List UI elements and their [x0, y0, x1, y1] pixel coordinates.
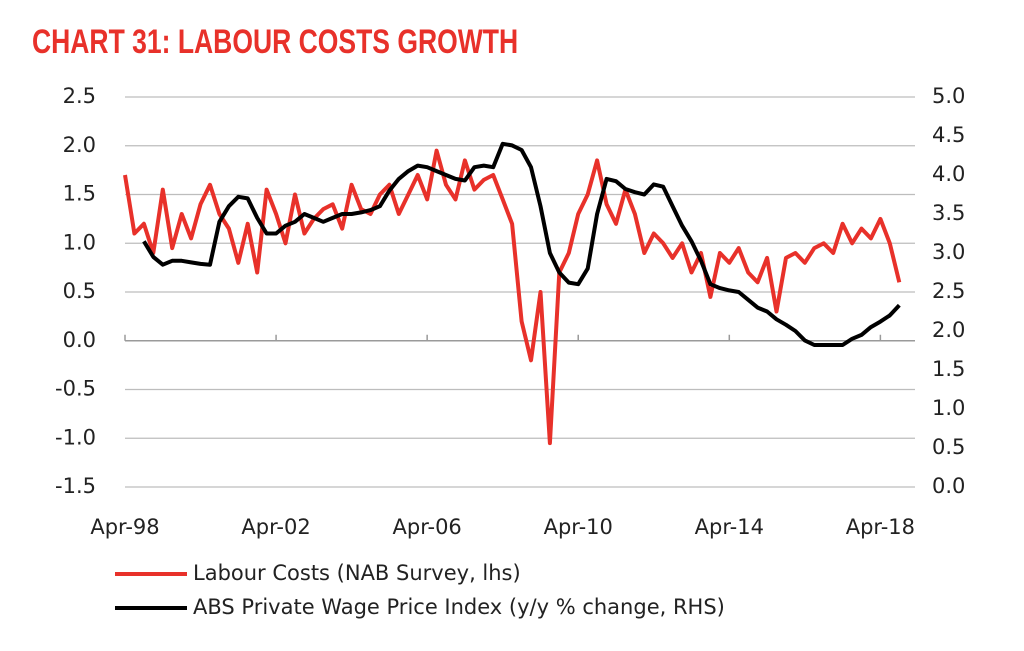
y2-tick-label: 1.5: [932, 357, 965, 381]
legend-label: ABS Private Wage Price Index (y/y % chan…: [193, 595, 725, 619]
y2-tick-label: 1.0: [932, 396, 965, 420]
y-tick-label: -0.5: [55, 377, 96, 401]
y-tick-label: -1.0: [55, 425, 96, 449]
y-tick-label: 0.5: [63, 279, 96, 303]
x-tick-label: Apr-98: [90, 515, 159, 539]
y2-tick-label: 2.5: [932, 279, 965, 303]
x-tick-label: Apr-18: [846, 515, 915, 539]
y2-tick-label: 4.0: [932, 162, 965, 186]
series-line: [123, 148, 902, 446]
y-tick-label: 0.0: [63, 328, 96, 352]
y2-tick-label: 0.5: [932, 435, 965, 459]
y-tick-label: 1.0: [63, 230, 96, 254]
y2-tick-label: 5.0: [932, 84, 965, 108]
y2-tick-label: 2.0: [932, 318, 965, 342]
legend-label: Labour Costs (NAB Survey, lhs): [193, 561, 521, 585]
y-tick-label: 2.0: [63, 133, 96, 157]
y2-tick-label: 3.0: [932, 240, 965, 264]
x-tick-label: Apr-14: [695, 515, 764, 539]
y-tick-label: 2.5: [63, 84, 96, 108]
y2-tick-label: 3.5: [932, 201, 965, 225]
y2-tick-label: 0.0: [932, 474, 965, 498]
chart-title: CHART 31: LABOUR COSTS GROWTH: [32, 23, 518, 61]
series-line: [142, 141, 901, 347]
y-tick-label: 1.5: [63, 182, 96, 206]
y2-tick-label: 4.5: [932, 123, 965, 147]
y-tick-label: -1.5: [55, 474, 96, 498]
x-tick-label: Apr-02: [241, 515, 310, 539]
x-tick-label: Apr-10: [544, 515, 613, 539]
x-tick-label: Apr-06: [393, 515, 462, 539]
